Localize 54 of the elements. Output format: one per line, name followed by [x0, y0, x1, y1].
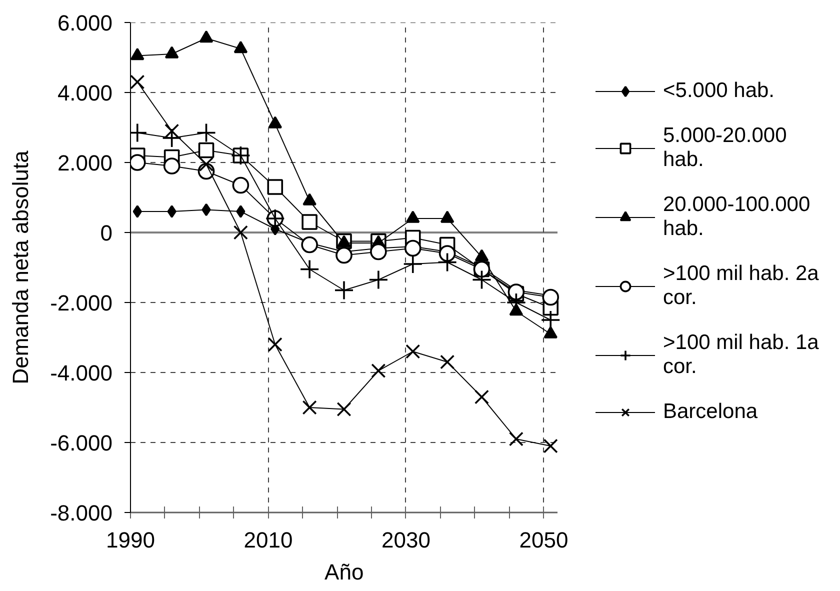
point: [202, 203, 211, 216]
x-axis-title: Año: [324, 560, 364, 584]
legend-label: >100 mil hab. 1a cor.: [663, 331, 819, 379]
point: [334, 280, 354, 300]
point: [440, 354, 455, 370]
legend-label: Barcelona: [663, 400, 758, 424]
y-tick-label: -2.000: [50, 290, 113, 316]
point: [438, 245, 456, 262]
y-tick-label: 4.000: [57, 80, 113, 106]
point: [302, 400, 317, 415]
point: [233, 225, 248, 240]
y-tick-label: 0: [100, 220, 113, 246]
legend-label: <5.000 hab.: [663, 79, 775, 103]
x-tick-label: 2030: [382, 528, 430, 552]
point: [232, 176, 250, 194]
point: [472, 270, 492, 290]
point: [437, 252, 458, 272]
x-tick-label: 1990: [106, 528, 155, 552]
point: [130, 74, 145, 90]
point: [543, 438, 558, 454]
point: [473, 260, 490, 278]
x-tick-label: 2050: [519, 528, 568, 552]
point: [336, 402, 352, 417]
legend-label: >100 mil hab. 2a cor.: [663, 262, 819, 310]
point: [406, 344, 420, 359]
y-tick-label: 6.000: [57, 10, 113, 36]
point: [198, 142, 214, 158]
point: [404, 240, 422, 257]
point: [371, 363, 386, 378]
point: [474, 390, 490, 404]
point: [268, 337, 282, 352]
point: [163, 158, 180, 174]
point: [542, 288, 560, 306]
y-tick-label: 2.000: [57, 150, 113, 176]
y-axis-title: Demanda neta absoluta: [8, 150, 34, 384]
point: [368, 270, 388, 290]
point: [301, 236, 318, 254]
y-tick-label: -6.000: [50, 430, 113, 456]
point: [267, 179, 284, 195]
point: [508, 432, 524, 446]
legend-label: 5.000-20.000 hab.: [663, 124, 787, 172]
point: [300, 259, 320, 280]
y-tick-label: -4.000: [50, 360, 113, 386]
point: [132, 205, 142, 218]
y-tick-label: -8.000: [50, 500, 113, 526]
point: [302, 214, 318, 230]
x-tick-label: 2010: [244, 528, 293, 552]
point: [196, 122, 216, 143]
point: [198, 156, 214, 172]
point: [167, 205, 176, 218]
legend-label: 20.000-100.000 hab.: [663, 193, 810, 241]
point: [370, 243, 387, 260]
point: [336, 246, 352, 264]
point: [236, 205, 246, 218]
